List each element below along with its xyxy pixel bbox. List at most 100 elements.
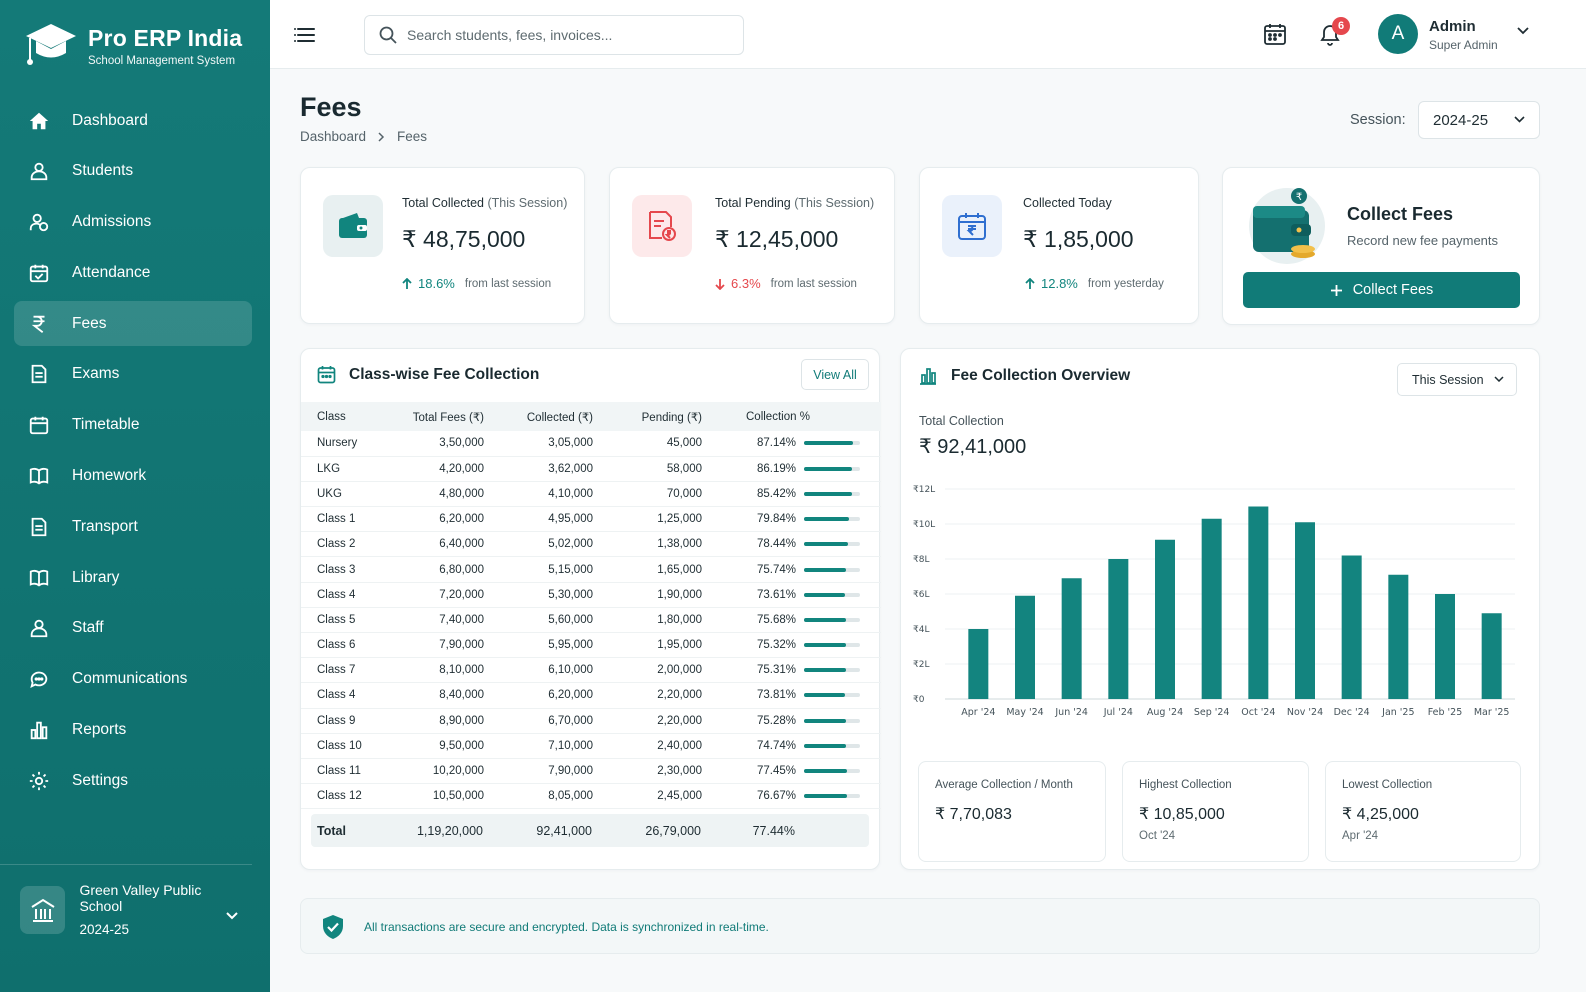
cell-class: Class 3 xyxy=(301,556,381,583)
sidebar-item-staff[interactable]: Staff xyxy=(14,606,252,651)
sidebar-item-admissions[interactable]: Admissions xyxy=(14,200,252,245)
x-tick-label: Jun '24 xyxy=(1054,707,1088,718)
chart-bar xyxy=(1061,578,1082,699)
y-tick-label: ₹6L xyxy=(913,590,929,600)
cell-total-fees: 3,50,000 xyxy=(381,431,484,457)
calendar-icon xyxy=(317,366,336,384)
sidebar-item-attendance[interactable]: Attendance xyxy=(14,250,252,295)
session-select[interactable]: 2024-25 xyxy=(1418,101,1540,139)
column-header[interactable]: Pending (₹) xyxy=(641,411,702,424)
sidebar-item-homework[interactable]: Homework xyxy=(14,454,252,499)
stat-card-collected-today: Collected Today ₹ 1,85,000 12.8% from yes… xyxy=(919,167,1199,324)
cell-progress xyxy=(796,531,881,558)
chart-bar xyxy=(1201,518,1222,699)
collection-progress-fill xyxy=(804,769,848,774)
fee-overview-card: Fee Collection Overview This Session Tot… xyxy=(900,348,1540,870)
sidebar-item-reports[interactable]: Reports xyxy=(14,708,252,753)
sidebar-item-communications[interactable]: Communications xyxy=(14,657,252,702)
cell-collection-pct: 74.74% xyxy=(702,733,796,759)
cell-total-fees: 7,90,000 xyxy=(381,632,484,659)
session-label: Session: xyxy=(1350,112,1406,128)
cell-progress xyxy=(796,758,881,785)
bar-chart-icon xyxy=(30,721,48,740)
column-header[interactable]: Collection % xyxy=(746,410,810,423)
cell-pending: 58,000 xyxy=(593,456,702,482)
breadcrumb-dashboard[interactable]: Dashboard xyxy=(300,129,367,144)
wallet-coins-icon: ₹ xyxy=(1249,188,1325,264)
cell-class: UKG xyxy=(301,481,381,508)
sidebar-item-settings[interactable]: Settings xyxy=(14,758,252,803)
table-row[interactable]: Class 4 7,20,000 5,30,000 1,90,000 73.61% xyxy=(301,582,881,608)
table-row[interactable]: Class 2 6,40,000 5,02,000 1,38,000 78.44% xyxy=(301,531,881,558)
chart-bar xyxy=(1295,522,1315,699)
calendar-check-icon xyxy=(29,264,49,283)
collection-progress-bar xyxy=(804,693,860,698)
sidebar-item-library[interactable]: Library xyxy=(14,555,252,600)
table-header-row: Class Total Fees (₹) Collected (₹) Pendi… xyxy=(301,402,881,431)
sidebar-item-fees[interactable]: Fees xyxy=(14,301,252,347)
chevron-down-icon xyxy=(1514,116,1525,123)
cell-class: Class 5 xyxy=(301,607,381,634)
school-switcher[interactable]: Green Valley Public School 2024-25 xyxy=(20,882,246,937)
table-row[interactable]: UKG 4,80,000 4,10,000 70,000 85.42% xyxy=(301,481,881,508)
sidebar-item-exams[interactable]: Exams xyxy=(14,352,252,397)
chevron-down-icon xyxy=(1494,376,1504,382)
table-row[interactable]: Class 10 9,50,000 7,10,000 2,40,000 74.74% xyxy=(301,733,881,759)
breadcrumb-fees: Fees xyxy=(397,129,428,144)
cell-class: Class 9 xyxy=(301,708,381,734)
sidebar-nav: Dashboard Students Admissions Attendance… xyxy=(14,98,252,809)
cell-collection-pct: 75.32% xyxy=(702,632,796,659)
table-row[interactable]: Class 7 8,10,000 6,10,000 2,00,000 75.31% xyxy=(301,657,881,684)
cell-class: Class 4 xyxy=(301,682,381,709)
period-select[interactable]: This Session xyxy=(1397,363,1517,396)
sidebar-item-students[interactable]: Students xyxy=(14,149,252,194)
hamburger-menu-icon[interactable] xyxy=(294,24,318,46)
table-row[interactable]: Class 12 10,50,000 8,05,000 2,45,000 76.67% xyxy=(301,783,881,810)
table-total-row: Total 1,19,20,000 92,41,000 26,79,000 77… xyxy=(311,814,869,847)
sidebar-item-label: Fees xyxy=(72,314,107,332)
cell-class: Nursery xyxy=(301,431,381,457)
column-header[interactable]: Collected (₹) xyxy=(526,411,593,424)
table-row[interactable]: Class 6 7,90,000 5,95,000 1,95,000 75.32% xyxy=(301,632,881,659)
table-row[interactable]: Class 1 6,20,000 4,95,000 1,25,000 79.84% xyxy=(301,506,881,533)
x-tick-label: Jan '25 xyxy=(1381,707,1414,718)
search-input[interactable] xyxy=(407,27,727,43)
sidebar-item-transport[interactable]: Transport xyxy=(14,504,252,549)
table-row[interactable]: Class 5 7,40,000 5,60,000 1,80,000 75.68% xyxy=(301,607,881,634)
cell-class: Class 7 xyxy=(301,657,381,684)
table-row[interactable]: Class 3 6,80,000 5,15,000 1,65,000 75.74% xyxy=(301,556,881,583)
collection-progress-fill xyxy=(804,517,849,522)
table-row[interactable]: Class 9 8,90,000 6,70,000 2,20,000 75.28% xyxy=(301,708,881,734)
collect-fees-title: Collect Fees xyxy=(1347,204,1454,224)
sidebar-item-timetable[interactable]: Timetable xyxy=(14,403,252,448)
collection-progress-bar xyxy=(804,542,860,547)
column-header[interactable]: Class xyxy=(317,410,346,423)
user-name[interactable]: Admin xyxy=(1429,18,1476,35)
sidebar-item-label: Communications xyxy=(72,670,188,688)
cell-progress xyxy=(796,733,881,759)
view-all-button[interactable]: View All xyxy=(801,359,869,390)
total-collection-label: Total Collection xyxy=(919,414,1004,428)
collect-fees-button[interactable]: Collect Fees xyxy=(1243,272,1520,308)
x-tick-label: Feb '25 xyxy=(1428,707,1463,718)
sidebar-item-label: Dashboard xyxy=(72,111,148,129)
table-row[interactable]: Class 4 8,40,000 6,20,000 2,20,000 73.81% xyxy=(301,682,881,709)
cell-progress xyxy=(796,431,881,457)
book-open-icon xyxy=(29,569,49,587)
calendar-icon[interactable] xyxy=(1263,22,1287,46)
cell-pending: 70,000 xyxy=(593,481,702,508)
overview-title: Fee Collection Overview xyxy=(951,367,1131,384)
avatar[interactable]: A xyxy=(1378,14,1418,54)
column-header[interactable]: Total Fees (₹) xyxy=(412,411,484,424)
app-subtitle: School Management System xyxy=(88,55,236,67)
x-tick-label: Jul '24 xyxy=(1103,707,1133,718)
table-row[interactable]: LKG 4,20,000 3,62,000 58,000 86.19% xyxy=(301,456,881,482)
fee-bar-chart: ₹0 ₹2L ₹4L ₹6L ₹8L ₹10L ₹12L Apr '24 May '24 Jun … xyxy=(913,485,1515,718)
x-tick-label: Dec '24 xyxy=(1334,707,1370,718)
table-row[interactable]: Class 11 10,20,000 7,90,000 2,30,000 77.45% xyxy=(301,758,881,785)
cell-progress xyxy=(796,582,881,608)
table-row[interactable]: Nursery 3,50,000 3,05,000 45,000 87.14% xyxy=(301,431,881,457)
x-tick-label: Apr '24 xyxy=(961,707,995,718)
chevron-down-icon[interactable] xyxy=(1517,27,1529,35)
sidebar-item-dashboard[interactable]: Dashboard xyxy=(14,98,252,143)
